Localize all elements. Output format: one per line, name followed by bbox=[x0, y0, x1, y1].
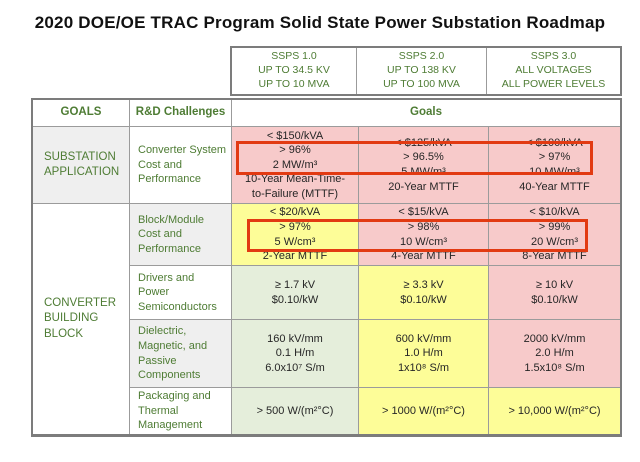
challenge-converter-system: Converter System Cost and Performance bbox=[130, 127, 232, 204]
challenge-drivers-semiconductors: Drivers and Power Semiconductors bbox=[130, 266, 232, 320]
challenge-packaging-thermal: Packaging and Thermal Management bbox=[130, 388, 232, 434]
roadmap-table: GOALS R&D Challenges Goals SUBSTATION AP… bbox=[31, 98, 622, 437]
challenge-block-module: Block/Module Cost and Performance bbox=[130, 204, 232, 266]
ssps-column-1: SSPS 1.0 UP TO 34.5 KV UP TO 10 MVA bbox=[232, 48, 357, 94]
target-cell-drivers-ssps1: ≥ 1.7 kV $0.10/kW bbox=[232, 266, 359, 320]
ssps-column-3: SSPS 3.0 ALL VOLTAGES ALL POWER LEVELS bbox=[501, 50, 606, 90]
target-cell-block-ssps2: < $15/kVA > 98% 10 W/cm³ 4-Year MTTF bbox=[359, 204, 489, 266]
page-title: 2020 DOE/OE TRAC Program Solid State Pow… bbox=[34, 13, 606, 32]
challenges-column-header: R&D Challenges bbox=[130, 100, 232, 127]
goals-span-header: Goals bbox=[232, 100, 620, 127]
target-cell-converter-ssps3: < $100/kVA > 97% 10 MW/m³ 40-Year MTTF bbox=[489, 127, 620, 204]
ssps-column-2: SSPS 2.0 UP TO 138 KV UP TO 100 MVA bbox=[357, 48, 487, 94]
target-cell-converter-ssps1: < $150/kVA > 96% 2 MW/m³ 10-Year Mean-Ti… bbox=[232, 127, 359, 204]
target-cell-packaging-ssps2: > 1000 W/(m²°C) bbox=[359, 388, 489, 434]
goal-group-converter-building-block: CONVERTER BUILDING BLOCK bbox=[33, 204, 130, 434]
ssps-phase-header: SSPS 1.0 UP TO 34.5 KV UP TO 10 MVA SSPS… bbox=[230, 46, 622, 96]
target-cell-drivers-ssps3: ≥ 10 kV $0.10/kW bbox=[489, 266, 620, 320]
goals-column-header: GOALS bbox=[33, 100, 130, 127]
target-cell-dielectric-ssps3: 2000 kV/mm 2.0 H/m 1.5x10⁸ S/m bbox=[489, 320, 620, 388]
target-cell-block-ssps1: < $20/kVA > 97% 5 W/cm³ 2-Year MTTF bbox=[232, 204, 359, 266]
target-cell-drivers-ssps2: ≥ 3.3 kV $0.10/kW bbox=[359, 266, 489, 320]
highlight-box-converter-efficiency-density bbox=[236, 141, 593, 175]
target-cell-packaging-ssps3: > 10,000 W/(m²°C) bbox=[489, 388, 620, 434]
target-cell-dielectric-ssps1: 160 kV/mm 0.1 H/m 6.0x10⁷ S/m bbox=[232, 320, 359, 388]
target-cell-packaging-ssps1: > 500 W/(m²°C) bbox=[232, 388, 359, 434]
target-cell-block-ssps3: < $10/kVA > 99% 20 W/cm³ 8-Year MTTF bbox=[489, 204, 620, 266]
target-cell-dielectric-ssps2: 600 kV/mm 1.0 H/m 1x10⁸ S/m bbox=[359, 320, 489, 388]
goal-group-substation-application: SUBSTATION APPLICATION bbox=[33, 127, 130, 204]
challenge-dielectric-passive: Dielectric, Magnetic, and Passive Compon… bbox=[130, 320, 232, 388]
highlight-box-block-efficiency-density bbox=[247, 219, 588, 252]
target-cell-converter-ssps2: < $125/kVA > 96.5% 5 MW/m³ 20-Year MTTF bbox=[359, 127, 489, 204]
